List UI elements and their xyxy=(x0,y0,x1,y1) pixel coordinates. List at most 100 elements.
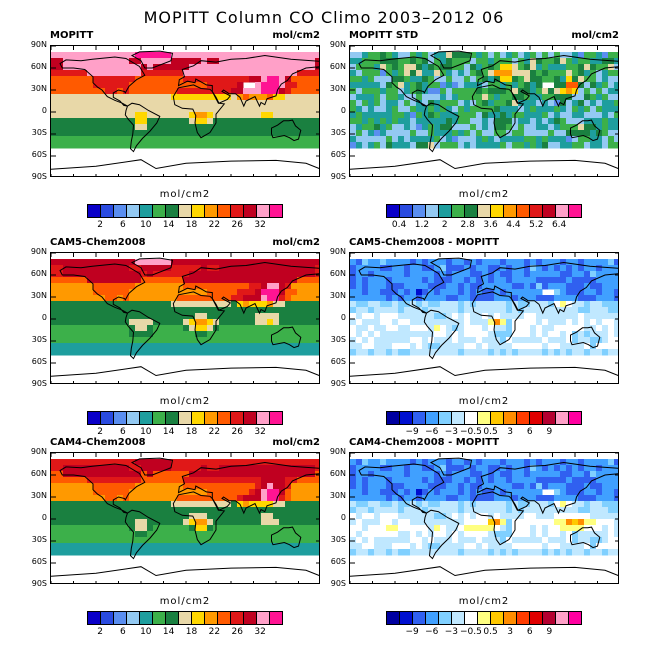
grid-cell xyxy=(608,337,615,344)
map-panel-mopitt-std: MOPITT STD mol/cm2 90N 60N 30N 0 30S 60S 90S mol/… xyxy=(330,30,619,230)
colorbar-swatch xyxy=(88,205,101,217)
grid-cell xyxy=(183,265,190,272)
grid-cell xyxy=(57,495,64,502)
lat-label: 60N xyxy=(329,269,346,278)
grid-cell xyxy=(380,271,387,278)
grid-cell xyxy=(470,118,477,125)
grid-cell xyxy=(368,313,375,320)
grid-cell xyxy=(63,483,70,490)
grid-cell xyxy=(249,471,256,478)
grid-cell xyxy=(57,58,64,65)
grid-cell xyxy=(518,489,525,496)
grid-cell xyxy=(494,76,501,83)
grid-cell xyxy=(362,483,369,490)
grid-cell xyxy=(237,507,244,514)
grid-cell xyxy=(410,489,417,496)
grid-cell xyxy=(225,58,232,65)
grid-cell xyxy=(596,549,603,556)
grid-cell xyxy=(410,58,417,65)
grid-cell xyxy=(536,118,543,125)
grid-cell xyxy=(440,58,447,65)
grid-cell xyxy=(165,100,172,107)
grid-cell xyxy=(500,283,507,290)
grid-cell xyxy=(261,465,268,472)
grid-cell xyxy=(135,319,142,326)
grid-cell xyxy=(141,519,148,526)
grid-cell xyxy=(75,259,82,266)
lat-label: 90S xyxy=(330,579,346,588)
grid-cell xyxy=(422,549,429,556)
grid-cell xyxy=(135,343,142,350)
grid-cell xyxy=(195,489,202,496)
grid-cell xyxy=(482,271,489,278)
grid-cell xyxy=(273,76,280,83)
grid-cell xyxy=(416,459,423,466)
grid-cell xyxy=(291,507,298,514)
grid-cell xyxy=(243,483,250,490)
grid-cell xyxy=(368,519,375,526)
grid-cell xyxy=(87,501,94,508)
grid-cell xyxy=(147,325,154,332)
grid-cell xyxy=(219,549,226,556)
grid-cell xyxy=(153,477,160,484)
grid-cell xyxy=(362,543,369,550)
grid-cell xyxy=(572,259,579,266)
grid-cell xyxy=(177,112,184,119)
grid-cell xyxy=(614,100,618,107)
grid-cell xyxy=(303,349,310,356)
grid-cell xyxy=(273,483,280,490)
grid-cell xyxy=(452,313,459,320)
grid-cell xyxy=(374,531,381,538)
grid-cell xyxy=(261,289,268,296)
grid-cell xyxy=(350,465,357,472)
grid-cell xyxy=(392,349,399,356)
grid-cell xyxy=(171,277,178,284)
grid-cell xyxy=(554,465,561,472)
grid-cell xyxy=(231,118,238,125)
grid-cell xyxy=(111,349,118,356)
grid-cell xyxy=(225,118,232,125)
grid-cell xyxy=(356,331,363,338)
grid-cell xyxy=(153,295,160,302)
grid-cell xyxy=(213,543,220,550)
grid-cell xyxy=(135,142,142,149)
grid-cell xyxy=(261,130,268,137)
grid-cell xyxy=(123,325,130,332)
grid-cell xyxy=(536,70,543,77)
grid-cell xyxy=(177,313,184,320)
grid-cell xyxy=(147,265,154,272)
grid-cell xyxy=(608,82,615,89)
grid-cell xyxy=(261,513,268,520)
grid-cell xyxy=(135,94,142,101)
grid-cell xyxy=(596,271,603,278)
grid-cell xyxy=(380,543,387,550)
grid-cell xyxy=(213,513,220,520)
grid-cell xyxy=(309,489,316,496)
grid-cell xyxy=(362,58,369,65)
grid-cell xyxy=(584,549,591,556)
lat-label: 30N xyxy=(30,291,47,300)
grid-cell xyxy=(87,319,94,326)
grid-cell xyxy=(476,519,483,526)
grid-cell xyxy=(410,537,417,544)
grid-cell xyxy=(560,325,567,332)
grid-cell xyxy=(464,136,471,143)
grid-cell xyxy=(584,301,591,308)
grid-cell xyxy=(536,325,543,332)
grid-cell xyxy=(518,537,525,544)
grid-cell xyxy=(602,307,609,314)
grid-cell xyxy=(189,337,196,344)
grid-cell xyxy=(81,507,88,514)
grid-cell xyxy=(153,513,160,520)
grid-cell xyxy=(374,495,381,502)
grid-cell xyxy=(356,507,363,514)
grid-cell xyxy=(261,82,268,89)
grid-cell xyxy=(350,88,357,95)
grid-cell xyxy=(63,513,70,520)
grid-cell xyxy=(105,52,112,59)
grid-cell xyxy=(506,507,513,514)
grid-cell xyxy=(452,130,459,137)
grid-cell xyxy=(500,136,507,143)
grid-cell xyxy=(87,82,94,89)
grid-cell xyxy=(165,349,172,356)
